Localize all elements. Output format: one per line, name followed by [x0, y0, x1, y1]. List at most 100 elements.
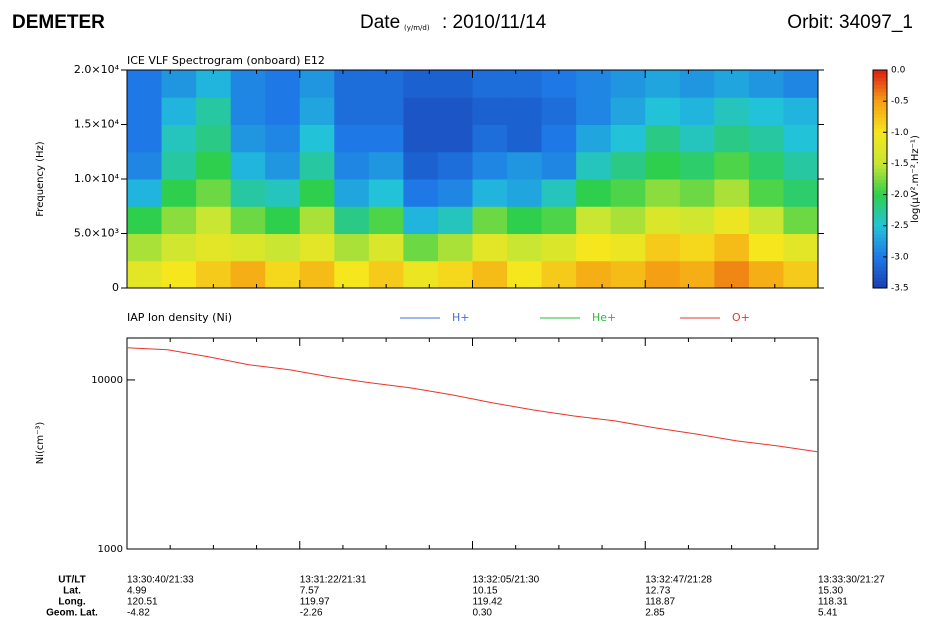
heatmap-cell: [334, 70, 370, 98]
colorbar-segment: [873, 226, 887, 231]
colorbar-segment: [873, 106, 887, 111]
heatmap-cell: [161, 151, 197, 180]
heatmap-cell: [437, 179, 473, 207]
heatmap-cell: [472, 70, 508, 98]
heatmap-cell: [541, 70, 577, 98]
heatmap-cell: [196, 124, 232, 153]
heatmap-cell: [299, 206, 335, 234]
colorbar-segment: [873, 109, 887, 115]
heatmap-cell: [714, 97, 750, 125]
heatmap-cell: [230, 260, 266, 289]
row-label: Long.: [58, 597, 85, 608]
colorbar-segment: [873, 262, 887, 267]
date-format: (y/m/d): [404, 24, 430, 32]
heatmap-cell: [196, 206, 232, 234]
heatmap-cell: [679, 233, 715, 262]
heatmap-cell: [161, 70, 197, 98]
colorbar-tick-label: -1.0: [891, 128, 909, 138]
colorbar-segment: [873, 128, 887, 133]
heatmap-cell: [368, 124, 404, 153]
row-value: -4.82: [127, 608, 150, 619]
heatmap-cell: [610, 97, 646, 125]
colorbar-segment: [873, 229, 887, 234]
plot-frame: [126, 337, 819, 550]
row-value: 0.30: [473, 608, 493, 619]
date-label: Date: [360, 12, 400, 33]
date-value: : 2010/11/14: [442, 12, 547, 33]
colorbar-segment: [873, 189, 887, 195]
heatmap-cell: [265, 179, 301, 207]
colorbar-segment: [873, 248, 887, 253]
heatmap-cell: [714, 179, 750, 207]
colorbar-segment: [873, 284, 887, 289]
colorbar-segment: [873, 208, 887, 213]
heatmap-cell: [299, 70, 335, 98]
heatmap-cell: [576, 151, 612, 180]
heatmap-cell: [437, 97, 473, 125]
heatmap-cell: [265, 260, 301, 289]
colorbar-segment: [873, 215, 887, 220]
colorbar-frame: [872, 69, 888, 289]
row-value: -2.26: [300, 608, 323, 619]
heatmap-cell: [679, 260, 715, 289]
heatmap-cell: [714, 124, 750, 153]
heatmap-cell: [127, 70, 163, 98]
heatmap-cell: [230, 151, 266, 180]
colorbar-segment: [873, 197, 887, 202]
heatmap-cell: [299, 260, 335, 289]
colorbar-label: log(µV².m⁻².Hz⁻¹): [910, 135, 921, 223]
colorbar-segment: [873, 258, 887, 264]
row-value: 12.73: [645, 586, 670, 597]
colorbar-segment: [873, 73, 887, 78]
heatmap-cell: [161, 179, 197, 207]
colorbar-segment: [873, 244, 887, 249]
colorbar-segment: [873, 149, 887, 155]
row-label: Geom. Lat.: [46, 608, 98, 619]
heatmap-cell: [783, 70, 819, 98]
colorbar-tick-label: -0.5: [891, 97, 909, 107]
heatmap-cell: [127, 233, 163, 262]
heatmap-cell: [334, 206, 370, 234]
colorbar-segment: [873, 255, 887, 260]
colorbar-segment: [873, 157, 887, 162]
colorbar-segment: [873, 88, 887, 93]
row-value: 15.30: [818, 586, 843, 597]
y-axis-label: Ni(cm⁻³): [35, 422, 46, 465]
heatmap-cell: [472, 179, 508, 207]
heatmap-cell: [161, 124, 197, 153]
heatmap-cell: [541, 179, 577, 207]
colorbar-segment: [873, 222, 887, 227]
colorbar-segment: [873, 124, 887, 129]
colorbar-segment: [873, 179, 887, 184]
colorbar-segment: [873, 175, 887, 180]
heatmap-cell: [127, 124, 163, 153]
row-label: UT/LT: [58, 575, 86, 586]
colorbar-tick-label: -3.5: [891, 284, 909, 294]
y-tick-label: 10000: [91, 375, 123, 386]
heatmap-cell: [541, 151, 577, 180]
heatmap-cell: [403, 233, 439, 262]
heatmap-cell: [610, 260, 646, 289]
heatmap-cell: [368, 260, 404, 289]
colorbar-tick-label: -2.5: [891, 221, 909, 231]
heatmap-cell: [334, 179, 370, 207]
heatmap-cell: [714, 206, 750, 234]
row-value: 13:32:05/21:30: [473, 575, 540, 586]
heatmap-cell: [576, 97, 612, 125]
legend-label: He+: [592, 311, 616, 324]
heatmap-cell: [576, 124, 612, 153]
colorbar-segment: [873, 102, 887, 107]
y-tick-label: 0: [112, 281, 119, 294]
row-value: 4.99: [127, 586, 147, 597]
heatmap-cell: [437, 151, 473, 180]
heatmap-cell: [299, 233, 335, 262]
colorbar-segment: [873, 153, 887, 158]
colorbar-tick-label: -1.5: [891, 159, 909, 169]
heatmap-cell: [714, 70, 750, 98]
heatmap-cell: [403, 260, 439, 289]
heatmap-cell: [265, 206, 301, 234]
heatmap-cell: [783, 206, 819, 234]
colorbar-segment: [873, 95, 887, 100]
heatmap-cell: [541, 124, 577, 153]
